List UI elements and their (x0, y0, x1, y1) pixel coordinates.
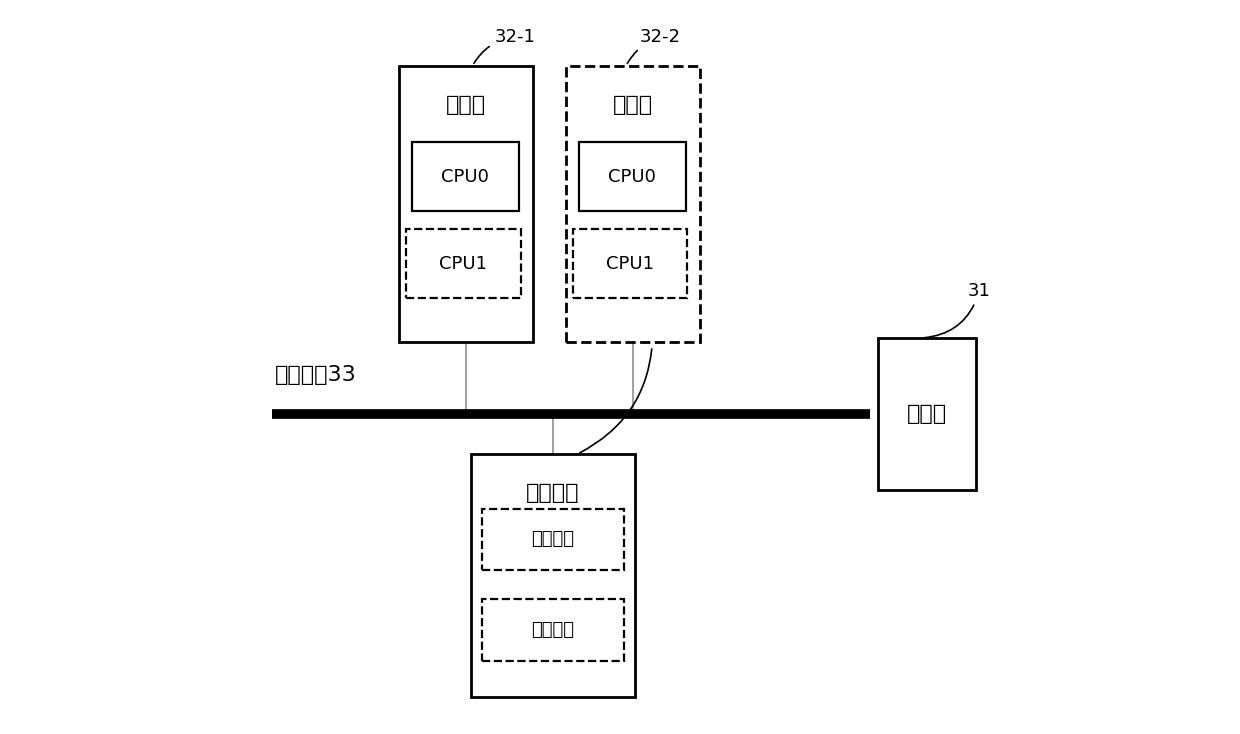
Bar (878, 338, 976, 490)
Text: 通信总线33: 通信总线33 (275, 365, 357, 385)
Text: 处理器: 处理器 (445, 95, 486, 115)
Text: 31: 31 (925, 282, 991, 338)
Text: 发送单元: 发送单元 (532, 621, 574, 639)
Bar (405, 229, 521, 298)
Bar (471, 454, 635, 697)
Bar (565, 66, 699, 341)
Text: 32-1: 32-1 (474, 28, 536, 63)
Text: 32-2: 32-2 (627, 28, 681, 63)
Bar (579, 142, 686, 211)
Text: 接收单元: 接收单元 (532, 531, 574, 548)
Text: 处理器: 处理器 (613, 95, 652, 115)
Bar (399, 66, 533, 341)
Text: 通信接口: 通信接口 (526, 483, 579, 503)
Bar (412, 142, 520, 211)
Text: 存储器: 存储器 (906, 404, 946, 424)
Text: CPU0: CPU0 (609, 167, 656, 186)
Bar (573, 229, 687, 298)
Bar (482, 599, 624, 661)
Text: CPU1: CPU1 (439, 255, 487, 272)
Text: CPU1: CPU1 (606, 255, 655, 272)
Bar (482, 509, 624, 570)
Text: CPU0: CPU0 (441, 167, 490, 186)
Text: 34: 34 (580, 325, 665, 453)
